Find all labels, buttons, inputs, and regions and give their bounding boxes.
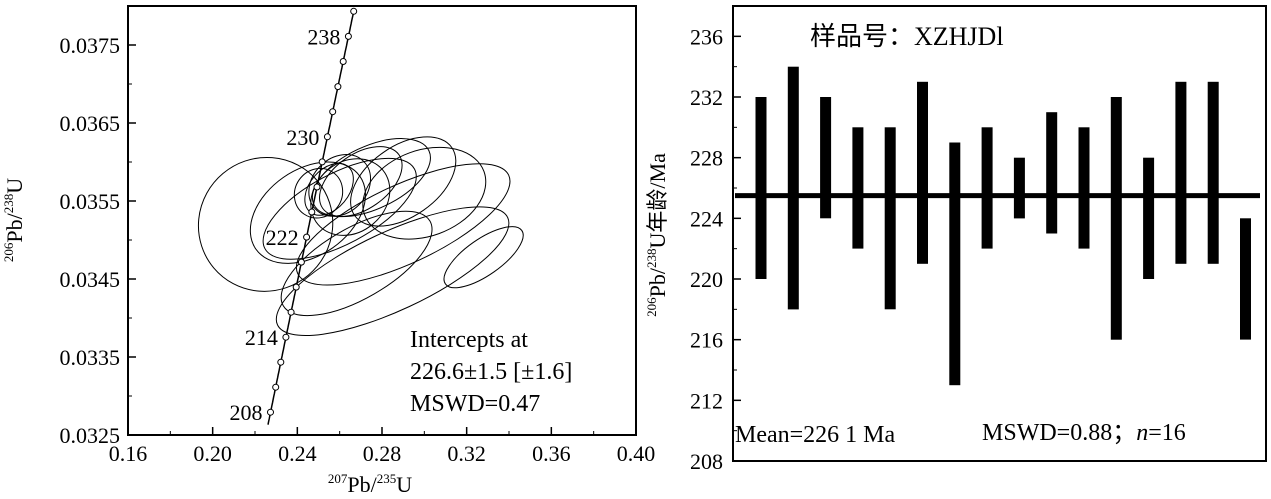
intercept-line-2: 226.6±1.5 [±1.6]	[410, 359, 572, 385]
x-tick-label: 0.20	[193, 441, 232, 466]
concordia-x-ticks: 0.16 0.20 0.24 0.28 0.32 0.36 0.40	[109, 427, 656, 466]
age-y-tick-label: 236	[690, 24, 723, 49]
age-y-tick-label: 228	[690, 146, 723, 171]
age-bar	[1175, 81, 1187, 264]
age-y-tick-label: 212	[690, 388, 723, 413]
x-tick-label: 0.36	[532, 441, 571, 466]
age-y-axis-label: 206Pb/238U年龄/Ma	[644, 153, 670, 317]
error-ellipse	[443, 226, 524, 289]
age-bar	[949, 142, 961, 386]
age-marker	[272, 383, 280, 391]
age-bar	[981, 127, 993, 249]
intercept-line-1: Intercepts at	[410, 327, 528, 353]
age-marker	[292, 283, 300, 291]
concordia-age-label: 230	[286, 125, 319, 150]
error-ellipse	[249, 161, 366, 264]
intercept-annotation: Intercepts at 226.6±1.5 [±1.6] MSWD=0.47	[410, 327, 572, 417]
age-marker	[277, 358, 285, 366]
x-tick-label: 0.40	[617, 441, 656, 466]
age-marker	[287, 308, 295, 316]
concordia-chart: 208 214 222 230 238 0.0325 0.0335 0.0345 0.0355…	[1, 5, 656, 497]
age-bar	[852, 127, 864, 249]
age-marker	[329, 108, 337, 116]
age-marker	[303, 233, 311, 241]
age-y-tick-label: 216	[690, 328, 723, 353]
x-tick-label: 0.28	[363, 441, 402, 466]
error-ellipse	[295, 163, 511, 286]
age-bar	[755, 97, 767, 279]
intercept-line-3: MSWD=0.47	[410, 391, 540, 417]
age-marker	[334, 83, 342, 91]
age-marker	[350, 7, 358, 15]
y-tick-label: 0.0345	[60, 267, 121, 292]
age-bar	[884, 127, 896, 310]
age-y-tick-label: 220	[690, 267, 723, 292]
error-ellipses	[197, 136, 524, 337]
concordia-y-axis-label: 206Pb/238U	[1, 178, 27, 262]
concordia-line	[267, 11, 355, 425]
error-ellipse	[362, 146, 487, 240]
concordia-y-ticks: 0.0325 0.0335 0.0345 0.0355 0.0365 0.0375	[60, 33, 136, 448]
mswd-n-label: MSWD=0.88；n=16	[982, 420, 1186, 446]
error-ellipse	[262, 157, 417, 260]
age-bar	[1046, 112, 1058, 234]
age-y-tick-label: 232	[690, 85, 723, 110]
y-tick-label: 0.0325	[60, 423, 121, 448]
x-tick-label: 0.16	[109, 441, 148, 466]
mean-label: Mean=226 1 Ma	[735, 422, 896, 448]
age-bar	[820, 97, 832, 219]
age-bar	[1013, 157, 1025, 219]
age-marker	[282, 333, 290, 341]
age-marker	[323, 133, 331, 141]
age-plot-frame	[732, 5, 1267, 462]
concordia-age-label: 222	[266, 225, 299, 250]
age-marker	[308, 208, 316, 216]
age-marker	[313, 183, 321, 191]
concordia-x-axis-label: 207Pb/235U	[328, 471, 412, 497]
age-bar	[1143, 157, 1155, 279]
age-bar	[1207, 81, 1219, 264]
age-y-tick-label: 208	[690, 449, 723, 474]
age-bar	[1110, 97, 1122, 340]
error-ellipse	[319, 146, 403, 217]
error-ellipse	[311, 138, 431, 218]
age-bar	[1240, 218, 1251, 340]
age-marker	[339, 58, 347, 65]
age-y-tick-label: 224	[690, 206, 723, 231]
age-marker	[267, 408, 274, 416]
error-ellipse	[280, 210, 433, 317]
concordia-age-label: 238	[307, 24, 340, 49]
age-bar	[917, 81, 928, 264]
error-ellipse	[350, 136, 457, 227]
age-bar	[787, 66, 799, 310]
age-marker	[344, 32, 352, 40]
age-error-bars	[755, 66, 1251, 386]
age-bar	[1078, 127, 1090, 249]
age-bar-chart: 208 212 216 220 224 228 232 236 206Pb/238U年龄/Ma…	[644, 5, 1267, 474]
concordia-age-label: 208	[230, 400, 263, 425]
concordia-curve: 208 214 222 230 238	[230, 7, 358, 425]
error-ellipse	[275, 206, 510, 337]
age-marker	[297, 258, 305, 266]
x-tick-label: 0.24	[278, 441, 317, 466]
y-tick-label: 0.0365	[60, 111, 121, 136]
age-marker	[318, 158, 326, 166]
concordia-age-label: 214	[245, 325, 278, 350]
y-tick-label: 0.0335	[60, 345, 121, 370]
sample-title: 样品号：XZHJDl	[810, 22, 1004, 51]
x-tick-label: 0.32	[447, 441, 486, 466]
y-tick-label: 0.0355	[60, 189, 121, 214]
age-y-ticks: 208 212 216 220 224 228 232 236	[690, 24, 741, 474]
y-tick-label: 0.0375	[60, 33, 121, 58]
